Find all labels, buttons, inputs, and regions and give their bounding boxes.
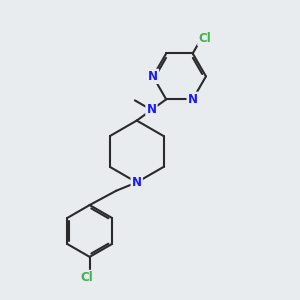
Text: Cl: Cl — [198, 32, 211, 45]
Text: N: N — [188, 93, 198, 106]
Text: N: N — [148, 70, 158, 83]
Text: N: N — [146, 103, 157, 116]
Text: Cl: Cl — [80, 271, 93, 284]
Text: N: N — [132, 176, 142, 189]
